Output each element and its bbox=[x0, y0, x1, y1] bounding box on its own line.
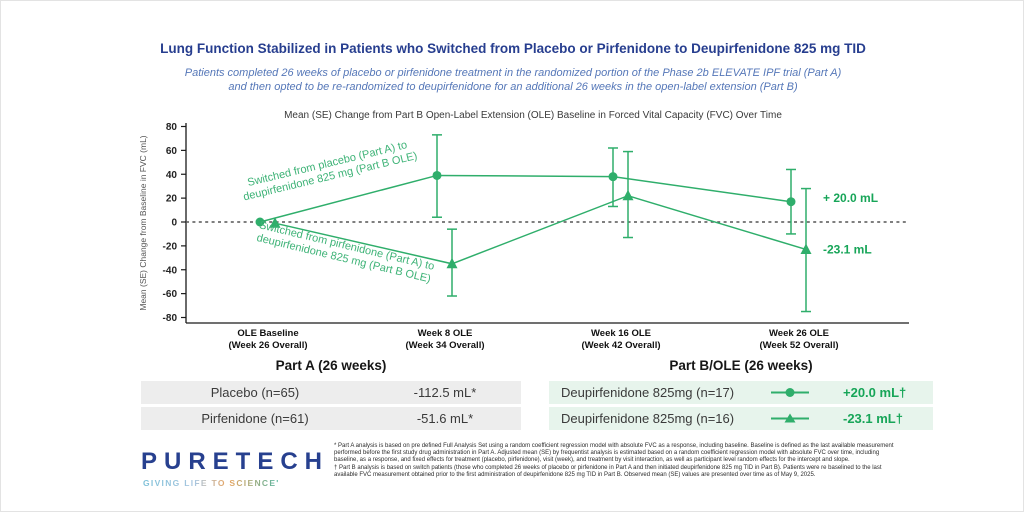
table-row: Placebo (n=65) -112.5 mL* bbox=[141, 381, 521, 404]
data-point-triangle bbox=[800, 243, 812, 254]
series-end-value-label: + 20.0 mL bbox=[823, 191, 878, 205]
x-tick-label: Week 16 OLE bbox=[591, 328, 651, 339]
table-row: Deupirfenidone 825mg (n=16) -23.1 mL† bbox=[549, 407, 933, 430]
y-axis-title: Mean (SE) Change from Baseline in FVC (m… bbox=[138, 135, 148, 310]
x-tick-label: (Week 42 Overall) bbox=[581, 340, 660, 351]
fvc-change-value: -51.6 mL* bbox=[416, 411, 474, 426]
chart-title: Mean (SE) Change from Part B Open-Label … bbox=[284, 110, 782, 121]
puretech-tagline: GIVING LIFE TO SCIENCE' bbox=[143, 478, 280, 488]
y-tick-label: -40 bbox=[163, 265, 178, 276]
series-end-value-label: -23.1 mL bbox=[823, 243, 872, 257]
circle-marker-icon bbox=[770, 388, 809, 397]
footnote-line: available FVC measurement obtained prior… bbox=[334, 471, 816, 478]
fvc-change-value: -112.5 mL* bbox=[413, 385, 477, 400]
y-tick-label: 40 bbox=[166, 170, 178, 181]
fvc-change-value: +20.0 mL† bbox=[843, 385, 907, 400]
y-tick-label: 20 bbox=[166, 194, 178, 205]
series-line bbox=[274, 194, 807, 265]
page-subtitle-line1: Patients completed 26 weeks of placebo o… bbox=[184, 67, 842, 79]
x-tick-label: (Week 52 Overall) bbox=[759, 340, 838, 351]
y-tick-label: 0 bbox=[171, 218, 177, 229]
triangle-marker-icon bbox=[770, 413, 809, 423]
footnotes-block: * Part A analysis is based on pre define… bbox=[334, 443, 906, 479]
footnote-line: baseline, as a response, and fixed effec… bbox=[334, 457, 850, 464]
footnote-line: performed before the first study drug ad… bbox=[334, 450, 880, 457]
treatment-label: Placebo (n=65) bbox=[210, 385, 300, 400]
x-tick-label: Week 26 OLE bbox=[769, 328, 829, 339]
series-annotation-label: Switched from placebo (Part A) todeupirf… bbox=[239, 137, 418, 203]
series-line bbox=[259, 174, 792, 223]
y-tick-label: -60 bbox=[163, 289, 178, 300]
footnote-line: * Part A analysis is based on pre define… bbox=[334, 443, 894, 449]
x-tick-label: (Week 34 Overall) bbox=[405, 340, 484, 351]
y-tick-label: -20 bbox=[163, 241, 178, 252]
data-point-circle bbox=[432, 170, 442, 180]
treatment-label: Deupirfenidone 825mg (n=16) bbox=[561, 411, 735, 426]
data-point-triangle bbox=[269, 217, 281, 228]
table-row: Pirfenidone (n=61) -51.6 mL* bbox=[141, 407, 521, 430]
page-subtitle-line2: and then opted to be re-randomized to de… bbox=[228, 81, 798, 93]
footnote-line: † Part B analysis is based on switch pat… bbox=[334, 464, 882, 471]
fvc-line-chart: 80 60 40 20 0 -20 -40 -60 -80 Mean (SE) Change fr… bbox=[138, 122, 909, 351]
x-tick-label: OLE Baseline bbox=[237, 328, 298, 339]
data-point-circle bbox=[608, 172, 618, 182]
y-tick-label: -80 bbox=[163, 313, 178, 324]
fvc-change-value: -23.1 mL† bbox=[843, 411, 903, 426]
series-annotation-label: Switched from pirfenidone (Part A) todeu… bbox=[255, 219, 436, 285]
x-tick-label: (Week 26 Overall) bbox=[228, 340, 307, 351]
puretech-logo: PURETECH bbox=[141, 448, 330, 475]
x-tick-label: Week 8 OLE bbox=[418, 328, 473, 339]
y-tick-label: 80 bbox=[166, 122, 178, 133]
data-point-circle bbox=[255, 217, 265, 227]
part-a-table-header: Part A (26 weeks) bbox=[275, 358, 387, 373]
treatment-label: Deupirfenidone 825mg (n=17) bbox=[561, 385, 735, 400]
data-point-triangle bbox=[622, 189, 634, 201]
treatment-label: Pirfenidone (n=61) bbox=[201, 411, 309, 426]
y-tick-label: 60 bbox=[166, 146, 178, 157]
part-b-table-header: Part B/OLE (26 weeks) bbox=[669, 358, 813, 373]
table-row: Deupirfenidone 825mg (n=17) +20.0 mL† bbox=[549, 381, 933, 404]
data-point-triangle bbox=[446, 257, 458, 269]
data-point-circle bbox=[786, 197, 796, 207]
page-title: Lung Function Stabilized in Patients who… bbox=[160, 41, 866, 56]
